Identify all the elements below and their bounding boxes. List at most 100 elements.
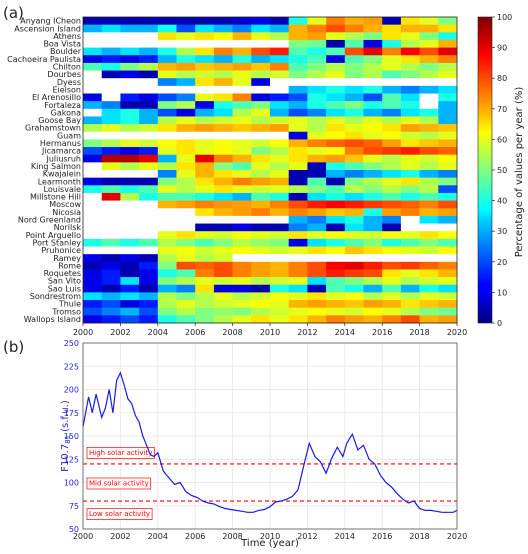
heatmap-cell: [101, 147, 121, 155]
heatmap-cell: [400, 139, 420, 148]
colorbar-label: Percentage of values per year (%): [514, 87, 525, 258]
heatmap-cell: [120, 208, 140, 217]
heatmap-cell: [344, 307, 364, 316]
heatmap-cell: [326, 124, 346, 133]
station-label: Wallops Island: [24, 315, 81, 324]
heatmap-cell: [101, 170, 121, 178]
heatmap-cell: [213, 55, 233, 64]
heatmap-cell: [288, 131, 308, 140]
heatmap-cell: [382, 147, 402, 155]
heatmap-cell: [307, 24, 327, 33]
heatmap-cell: [176, 231, 196, 240]
heatmap-cell: [400, 284, 420, 293]
heatmap-cell: [195, 223, 215, 232]
heatmap-cell: [270, 39, 289, 48]
heatmap-cell: [139, 192, 159, 201]
heatmap-cell: [307, 17, 327, 25]
heatmap-cell: [120, 254, 140, 263]
heatmap-cell: [419, 200, 439, 209]
heatmap-cell: [419, 292, 439, 301]
colorbar-tick-label: 60: [497, 135, 507, 144]
heatmap-cell: [363, 238, 383, 247]
heatmap-cell: [251, 208, 271, 217]
heatmap-cell: [213, 284, 233, 293]
heatmap-cell: [288, 170, 308, 178]
heatmap-cell: [251, 24, 271, 33]
heatmap-cell: [363, 124, 383, 133]
heatmap-cell: [213, 17, 233, 25]
heatmap-cell: [139, 147, 159, 155]
heatmap-cell: [400, 162, 420, 171]
heatmap-cell: [213, 192, 233, 201]
heatmap-cell: [382, 246, 402, 255]
heatmap-cell: [213, 47, 233, 56]
heatmap-cell: [139, 238, 159, 247]
heatmap-cell: [195, 170, 215, 178]
heatmap-cell: [326, 32, 346, 41]
heatmap-cell: [83, 192, 102, 201]
station-label: Anyang ICheon: [20, 17, 81, 26]
heatmap-cell: [83, 17, 102, 25]
heatmap-cell: [326, 307, 346, 316]
heatmap-cell: [101, 238, 121, 247]
heatmap-cell: [195, 154, 215, 163]
station-label: Boulder: [50, 47, 82, 56]
heatmap-cell: [270, 162, 289, 171]
y-axis-label: F10.781 (s.f.u.): [60, 400, 72, 472]
heatmap-cell: [195, 85, 215, 94]
station-label: San Vito: [48, 277, 81, 286]
heatmap-cell: [326, 162, 346, 171]
heatmap-cell: [400, 39, 420, 48]
y-tick-label: 225: [64, 362, 79, 371]
heatmap-cell: [251, 238, 271, 247]
heatmap-cell: [83, 139, 102, 148]
heatmap-cell: [344, 32, 364, 41]
heatmap-cell: [382, 78, 402, 87]
heatmap-cell: [101, 300, 121, 308]
heatmap-cell: [139, 284, 159, 293]
heatmap-cell: [400, 200, 420, 209]
heatmap-cell: [326, 154, 346, 163]
panel-a-label: (a): [3, 4, 24, 22]
heatmap-cell: [363, 269, 383, 278]
heatmap-cell: [400, 147, 420, 155]
heatmap-cell: [251, 284, 271, 293]
heatmap-cell: [176, 93, 196, 102]
station-label: Ramey: [53, 254, 81, 263]
heatmap-cell: [139, 177, 159, 186]
x-tick-label: 2004: [148, 532, 168, 541]
heatmap-cell: [157, 307, 177, 316]
heatmap-cell: [139, 39, 159, 48]
heatmap-cell: [363, 192, 383, 201]
heatmap-cell: [326, 277, 346, 286]
heatmap-cell: [438, 17, 458, 25]
heatmap-cell: [344, 300, 364, 308]
heatmap-cell: [400, 269, 420, 278]
threshold-label: Mid solar activity: [89, 480, 149, 488]
heatmap-cell: [195, 208, 215, 217]
heatmap-cell: [344, 108, 364, 117]
station-label: Goose Bay: [38, 116, 81, 125]
heatmap-cell: [157, 192, 177, 201]
heatmap-cell: [195, 261, 215, 270]
heatmap-cell: [344, 177, 364, 186]
heatmap-cell: [213, 231, 233, 240]
heatmap-cell: [400, 154, 420, 163]
heatmap-cell: [139, 78, 159, 87]
heatmap-cell: [232, 315, 252, 324]
heatmap-cell: [251, 70, 271, 79]
heatmap-cell: [400, 231, 420, 240]
heatmap-cell: [419, 231, 439, 240]
heatmap-cell: [120, 116, 140, 125]
station-label: Fortaleza: [44, 101, 81, 110]
heatmap-cell: [438, 223, 458, 232]
heatmap-cell: [438, 261, 458, 270]
heatmap-cell: [232, 269, 252, 278]
heatmap-cell: [157, 215, 177, 224]
heatmap-cell: [139, 215, 159, 224]
heatmap-cell: [101, 124, 121, 133]
heatmap-cell: [120, 269, 140, 278]
heatmap-cell: [195, 47, 215, 56]
heatmap-cell: [83, 170, 102, 178]
line-frame: [82, 342, 458, 530]
